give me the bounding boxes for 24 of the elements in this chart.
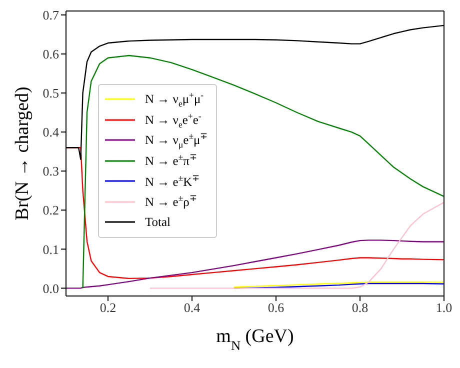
y-tick-label: 0.1 xyxy=(42,242,59,257)
y-tick-label: 0.2 xyxy=(42,202,59,218)
x-tick-label: 0.6 xyxy=(268,300,285,316)
legend-label: N → e$^{±}$ρ$^{∓}$ xyxy=(145,193,198,210)
y-tick-label: 0.0 xyxy=(42,280,59,296)
y-tick-label: 0.5 xyxy=(42,86,59,101)
y-axis-title: Br(N → charged) xyxy=(12,86,33,220)
line-series xyxy=(66,240,444,289)
y-tick-label: 0.6 xyxy=(42,46,60,62)
x-tick-label: 1.0 xyxy=(436,300,452,316)
y-tick-label: 0.3 xyxy=(42,164,59,179)
legend-label: N → e$^{±}$K$^{∓}$ xyxy=(145,172,200,189)
legend-label: Total xyxy=(145,214,171,229)
legend-label: N → ν$_{e}$μ$^{+}$μ$^{-}$ xyxy=(145,90,204,109)
x-axis-title: m$_{N}$ (GeV) xyxy=(216,326,294,352)
x-tick-label: 0.2 xyxy=(100,300,116,316)
legend-label: N → e$^{±}$π$^{∓}$ xyxy=(145,152,198,168)
x-tick-label: 0.8 xyxy=(352,300,368,316)
y-tick-label: 0.7 xyxy=(42,8,60,23)
legend-label: N → ν$_{e}$e$^{+}$e$^{-}$ xyxy=(145,110,202,130)
x-tick-label: 0.4 xyxy=(184,300,201,316)
line-series xyxy=(82,54,444,289)
legend-label: N → ν$_{μ}$e$^{±}$μ$^{∓}$ xyxy=(145,130,208,150)
y-tick-label: 0.4 xyxy=(42,124,60,140)
